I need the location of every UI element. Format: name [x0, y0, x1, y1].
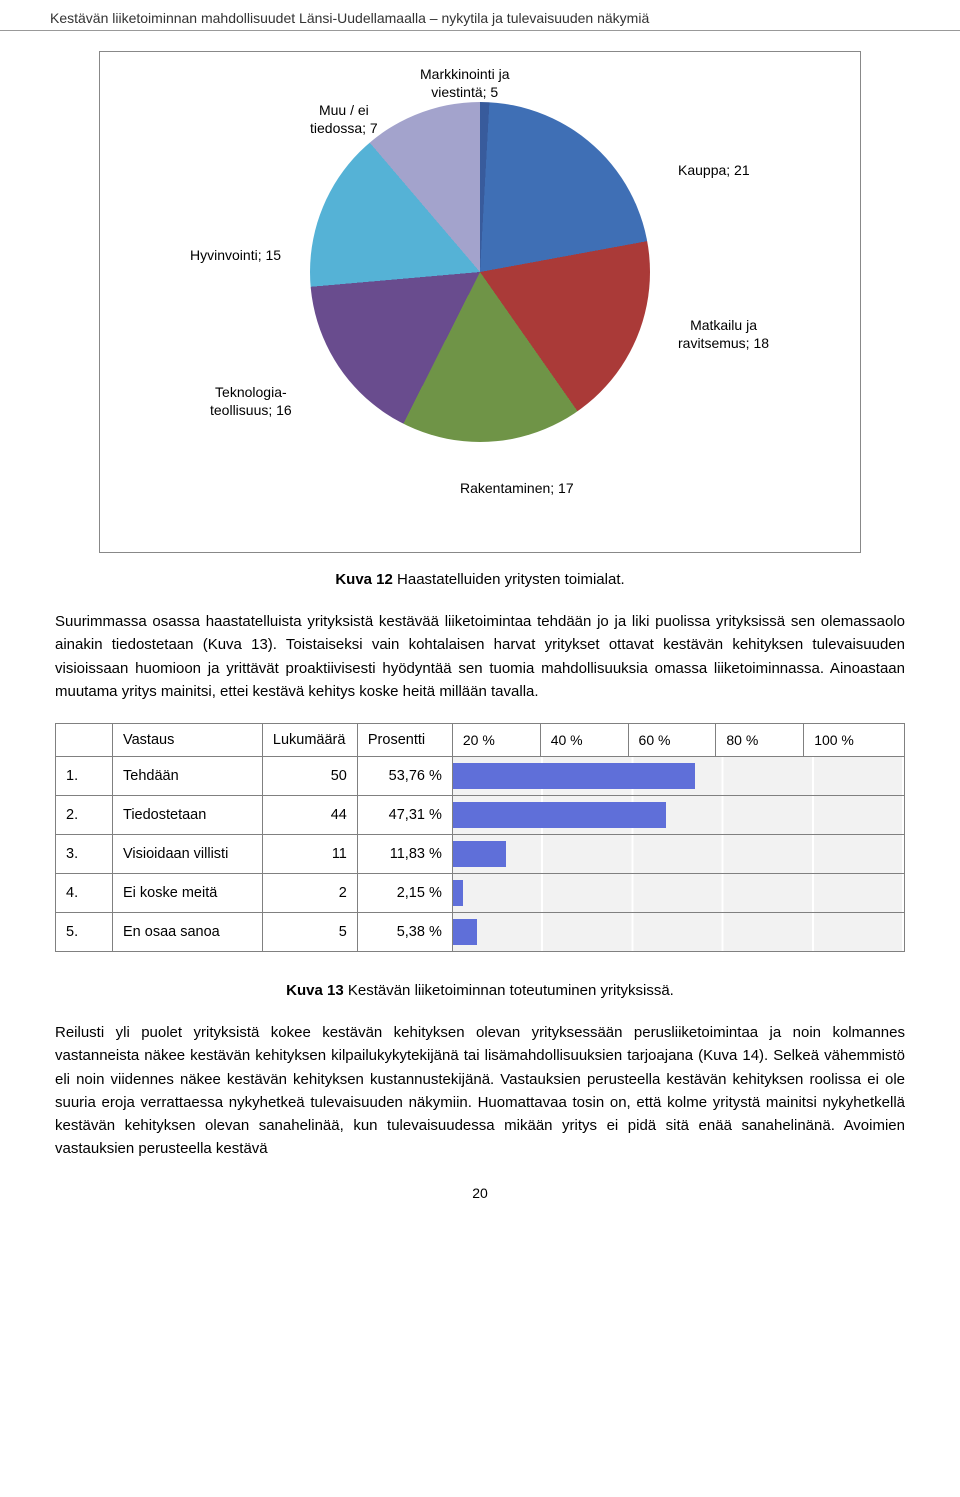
- row-percent: 47,31 %: [357, 796, 452, 835]
- bar-background: [453, 913, 904, 951]
- bar-background: [453, 757, 904, 795]
- bar-fill: [453, 763, 696, 789]
- row-percent: 11,83 %: [357, 835, 452, 874]
- col-answer: Vastaus: [113, 724, 263, 757]
- table-row: 1.Tehdään5053,76 %: [56, 757, 905, 796]
- bar-background: [453, 835, 904, 873]
- row-label: Tehdään: [113, 757, 263, 796]
- pie-disk: [310, 102, 650, 442]
- pie-slice-label: Rakentaminen; 17: [460, 480, 574, 498]
- table-row: 4.Ei koske meitä22,15 %: [56, 874, 905, 913]
- bar-fill: [453, 841, 506, 867]
- page-number: 20: [55, 1185, 905, 1201]
- caption-number: Kuva 12: [335, 571, 393, 588]
- caption-text: Haastatelluiden yritysten toimialat.: [393, 571, 625, 588]
- paragraph-2: Reilusti yli puolet yrityksistä kokee ke…: [55, 1021, 905, 1161]
- page-content: Markkinointi ja viestintä; 5 Muu / ei tie…: [0, 31, 960, 1211]
- col-blank: [56, 724, 113, 757]
- row-count: 44: [262, 796, 357, 835]
- pie-chart-container: Markkinointi ja viestintä; 5 Muu / ei tie…: [99, 51, 861, 553]
- figure-caption-12: Kuva 12 Haastatelluiden yritysten toimia…: [55, 571, 905, 588]
- pie-slice-label: Markkinointi ja viestintä; 5: [420, 66, 509, 101]
- table-row: 3.Visioidaan villisti1111,83 %: [56, 835, 905, 874]
- col-count: Lukumäärä: [262, 724, 357, 757]
- row-percent: 2,15 %: [357, 874, 452, 913]
- row-bar-cell: [452, 757, 904, 796]
- bar-background: [453, 874, 904, 912]
- row-index: 4.: [56, 874, 113, 913]
- row-count: 50: [262, 757, 357, 796]
- bar-fill: [453, 802, 666, 828]
- row-bar-cell: [452, 913, 904, 952]
- row-label: Ei koske meitä: [113, 874, 263, 913]
- bar-fill: [453, 880, 463, 906]
- pie-slice-label: Hyvinvointi; 15: [190, 247, 281, 265]
- caption-number: Kuva 13: [286, 982, 344, 999]
- paragraph-1: Suurimmassa osassa haastatelluista yrity…: [55, 610, 905, 703]
- figure-caption-13: Kuva 13 Kestävän liiketoiminnan toteutum…: [55, 982, 905, 999]
- row-count: 2: [262, 874, 357, 913]
- bar-background: [453, 796, 904, 834]
- pie-slice-label: Matkailu ja ravitsemus; 18: [678, 317, 769, 352]
- row-bar-cell: [452, 874, 904, 913]
- row-label: Visioidaan villisti: [113, 835, 263, 874]
- pie-slice-label: Teknologia- teollisuus; 16: [210, 384, 292, 419]
- header-text: Kestävän liiketoiminnan mahdollisuudet L…: [50, 10, 649, 26]
- row-bar-cell: [452, 796, 904, 835]
- table-row: 2.Tiedostetaan4447,31 %: [56, 796, 905, 835]
- row-count: 11: [262, 835, 357, 874]
- tick-20: 20 %: [452, 724, 540, 757]
- row-label: En osaa sanoa: [113, 913, 263, 952]
- caption-text: Kestävän liiketoiminnan toteutuminen yri…: [344, 982, 674, 999]
- row-count: 5: [262, 913, 357, 952]
- row-index: 3.: [56, 835, 113, 874]
- pie-slice-label: Muu / ei tiedossa; 7: [310, 102, 378, 137]
- row-label: Tiedostetaan: [113, 796, 263, 835]
- col-percent: Prosentti: [357, 724, 452, 757]
- bar-fill: [453, 919, 477, 945]
- page-header: Kestävän liiketoiminnan mahdollisuudet L…: [0, 0, 960, 31]
- row-index: 2.: [56, 796, 113, 835]
- tick-80: 80 %: [716, 724, 804, 757]
- tick-40: 40 %: [540, 724, 628, 757]
- table-header-row: Vastaus Lukumäärä Prosentti 20 % 40 % 60…: [56, 724, 905, 757]
- row-index: 1.: [56, 757, 113, 796]
- results-table: Vastaus Lukumäärä Prosentti 20 % 40 % 60…: [55, 723, 905, 952]
- row-percent: 53,76 %: [357, 757, 452, 796]
- pie-chart: Markkinointi ja viestintä; 5Muu / ei tie…: [120, 72, 840, 532]
- row-index: 5.: [56, 913, 113, 952]
- row-bar-cell: [452, 835, 904, 874]
- table-row: 5.En osaa sanoa55,38 %: [56, 913, 905, 952]
- tick-60: 60 %: [628, 724, 716, 757]
- row-percent: 5,38 %: [357, 913, 452, 952]
- pie-slice-label: Kauppa; 21: [678, 162, 750, 180]
- tick-100: 100 %: [804, 724, 905, 757]
